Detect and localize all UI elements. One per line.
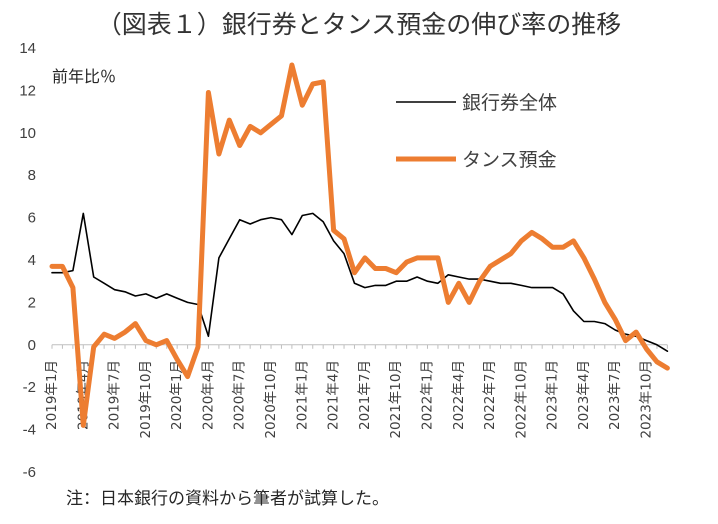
x-tick-label: 2021年4月 — [326, 360, 342, 430]
y-axis-unit-label: 前年比％ — [52, 67, 116, 86]
x-tick-label: 2023年4月 — [576, 360, 592, 430]
x-tick-label: 2019年1月 — [44, 360, 60, 430]
y-tick-label: 8 — [28, 167, 36, 184]
x-tick-label: 2022年1月 — [419, 360, 435, 430]
x-tick-label: 2020年10月 — [263, 360, 279, 439]
series-line-tansu-deposits — [49, 62, 670, 428]
y-tick-label: -4 — [23, 422, 36, 439]
series-line-banknotes — [51, 212, 669, 353]
y-tick-label: 0 — [28, 337, 36, 354]
y-tick-label: 6 — [28, 210, 36, 227]
x-tick-label: 2023年7月 — [607, 360, 623, 430]
series-layer — [49, 62, 670, 428]
x-tick-label: 2022年7月 — [482, 360, 498, 430]
chart-title: （図表１）銀行券とタンス預金の伸び率の推移 — [97, 10, 622, 39]
x-tick-label: 2022年4月 — [451, 360, 467, 430]
x-tick-label: 2020年1月 — [169, 360, 185, 430]
legend: 銀行券全体 タンス預金 — [396, 92, 557, 171]
x-tick-label: 2021年10月 — [388, 360, 404, 439]
x-tick-label: 2021年1月 — [294, 360, 310, 430]
legend-label-tansu-deposits: タンス預金 — [462, 149, 557, 171]
legend-label-banknotes: 銀行券全体 — [462, 92, 557, 114]
x-tick-label: 2022年10月 — [513, 360, 529, 439]
y-tick-label: 12 — [19, 82, 36, 99]
y-tick-label: 10 — [19, 125, 36, 142]
x-tick-label: 2021年7月 — [357, 360, 373, 430]
y-tick-label: 14 — [19, 40, 36, 57]
x-tick-label: 2020年7月 — [232, 360, 248, 430]
y-tick-label: -2 — [23, 379, 36, 396]
source-note: 注：日本銀行の資料から筆者が試算した。 — [66, 489, 389, 509]
y-axis-ticks: -6 -4 -2 0 2 4 6 8 10 12 14 — [19, 40, 36, 481]
y-tick-label: 2 — [28, 294, 36, 311]
x-axis-ticks: 2019年1月 2019年4月 2019年7月 2019年10月 2020年1月 2020… — [44, 344, 668, 439]
y-tick-label: 4 — [28, 252, 36, 269]
x-tick-label: 2019年10月 — [138, 360, 154, 439]
x-tick-label: 2023年10月 — [639, 360, 655, 439]
y-tick-label: -6 — [23, 464, 36, 481]
x-tick-label: 2020年4月 — [200, 360, 216, 430]
x-tick-label: 2023年1月 — [545, 360, 561, 430]
x-tick-label: 2019年7月 — [107, 360, 123, 430]
